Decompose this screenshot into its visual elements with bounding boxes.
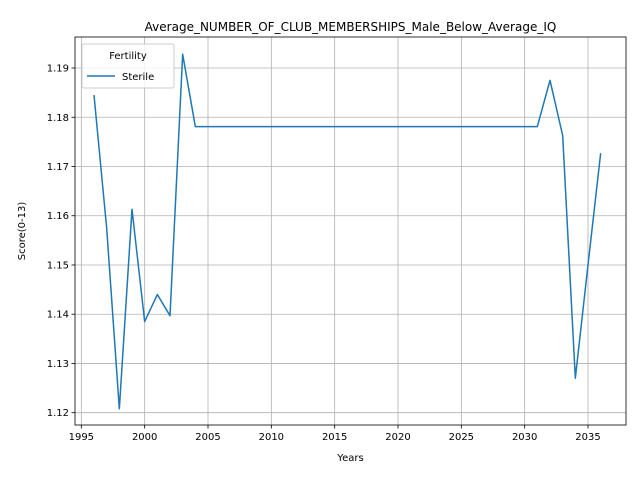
y-tick-label: 1.17 [47,162,69,173]
x-axis: 1995 2000 2005 2010 2015 2020 2025 2030 2035 [69,425,601,443]
series-line-sterile [93,53,602,410]
grid [75,37,626,425]
series-layer [93,53,602,410]
legend-title: Fertility [109,51,147,62]
x-tick-label: 2030 [512,432,537,443]
x-tick-label: 2000 [132,432,157,443]
y-tick-label: 1.12 [47,408,69,419]
x-tick-label: 2035 [575,432,600,443]
x-axis-label: Years [336,453,363,464]
y-axis: 1.12 1.13 1.14 1.15 1.16 1.17 1.18 1.19 [47,64,75,419]
plot-frame [74,36,627,426]
legend-box [81,43,175,89]
y-tick-label: 1.14 [47,310,69,321]
y-tick-label: 1.15 [47,260,69,271]
x-tick-label: 2010 [259,432,284,443]
x-tick-label: 1995 [69,432,94,443]
legend: Fertility Sterile [81,43,175,89]
y-tick-label: 1.16 [47,211,69,222]
y-axis-label: Score(0-13) [17,202,28,261]
y-tick-label: 1.18 [47,113,69,124]
x-tick-label: 2015 [322,432,347,443]
x-tick-label: 2025 [449,432,474,443]
x-tick-label: 2020 [385,432,410,443]
chart-title: Average_NUMBER_OF_CLUB_MEMBERSHIPS_Male_… [145,20,557,34]
x-tick-label: 2005 [195,432,220,443]
y-tick-label: 1.19 [47,64,69,75]
y-tick-label: 1.13 [47,359,69,370]
legend-label-sterile: Sterile [122,72,154,83]
